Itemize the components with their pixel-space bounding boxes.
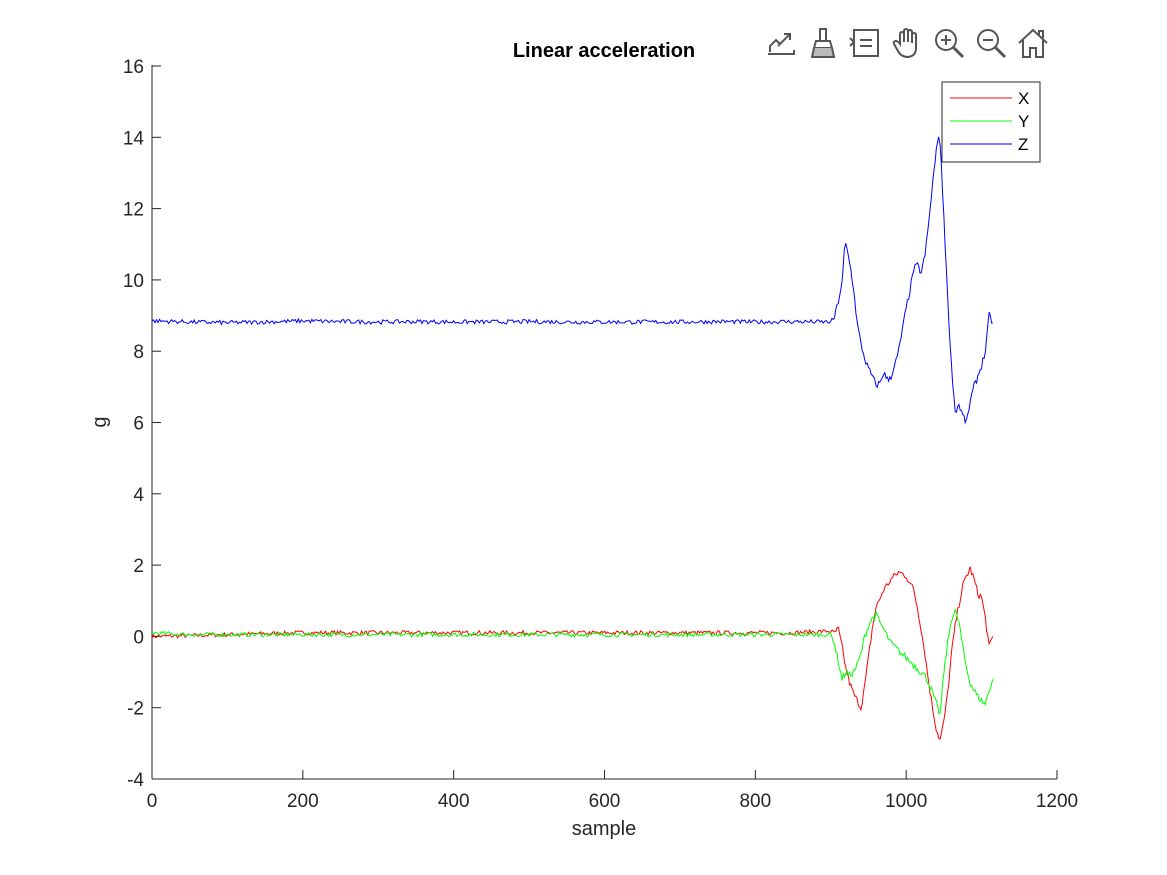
chart-title: Linear acceleration — [513, 40, 695, 62]
y-tick-label: -2 — [127, 699, 144, 720]
y-tick-label: 12 — [123, 200, 144, 221]
pan-button[interactable] — [889, 25, 925, 61]
home-button[interactable] — [1015, 25, 1051, 61]
y-tick-label: 14 — [123, 128, 145, 149]
x-tick-label: 400 — [438, 791, 470, 812]
zoom-out-button[interactable] — [973, 25, 1009, 61]
brush-button[interactable] — [805, 25, 841, 61]
x-tick-label: 600 — [589, 791, 621, 812]
series-line-z — [151, 136, 994, 425]
zoom-in-button[interactable] — [931, 25, 967, 61]
x-tick-label: 0 — [147, 791, 158, 812]
y-axis-ticks: -4 -2 0 2 4 6 8 10 12 14 16 — [123, 57, 161, 791]
series-line-y — [151, 608, 994, 715]
legend-box — [941, 81, 1041, 163]
x-tick-label: 200 — [287, 791, 319, 812]
export-button[interactable] — [763, 25, 799, 61]
zoom-in-icon — [935, 29, 965, 59]
legend-label-x: X — [1018, 89, 1029, 108]
x-axis-ticks: 0 200 400 600 800 1000 1200 — [147, 770, 1078, 812]
legend-toggle-icon — [849, 29, 879, 57]
x-tick-label: 1200 — [1036, 791, 1078, 812]
y-tick-label: 4 — [133, 485, 144, 506]
series-line-x — [151, 566, 994, 740]
brush-icon — [810, 28, 836, 58]
home-icon — [1018, 28, 1048, 58]
export-icon — [768, 33, 795, 55]
y-tick-label: 8 — [133, 342, 144, 363]
y-tick-label: -4 — [127, 770, 144, 791]
y-tick-label: 0 — [133, 627, 144, 648]
legend-label-y: Y — [1018, 112, 1029, 131]
x-tick-label: 1000 — [885, 791, 927, 812]
legend-toggle-button[interactable] — [847, 25, 883, 61]
pan-hand-icon — [892, 27, 917, 59]
y-tick-label: 10 — [123, 271, 144, 292]
axes-toolbar — [763, 23, 1051, 63]
y-tick-label: 16 — [123, 57, 144, 78]
y-tick-label: 6 — [133, 414, 144, 435]
y-tick-label: 2 — [133, 556, 144, 577]
legend[interactable]: XYZ — [941, 81, 1041, 163]
zoom-out-icon — [977, 29, 1007, 59]
y-axis-label: g — [89, 416, 111, 427]
x-tick-label: 800 — [739, 791, 771, 812]
legend-label-z: Z — [1018, 135, 1028, 154]
x-axis-label: sample — [572, 818, 636, 840]
series-layer — [151, 136, 994, 740]
